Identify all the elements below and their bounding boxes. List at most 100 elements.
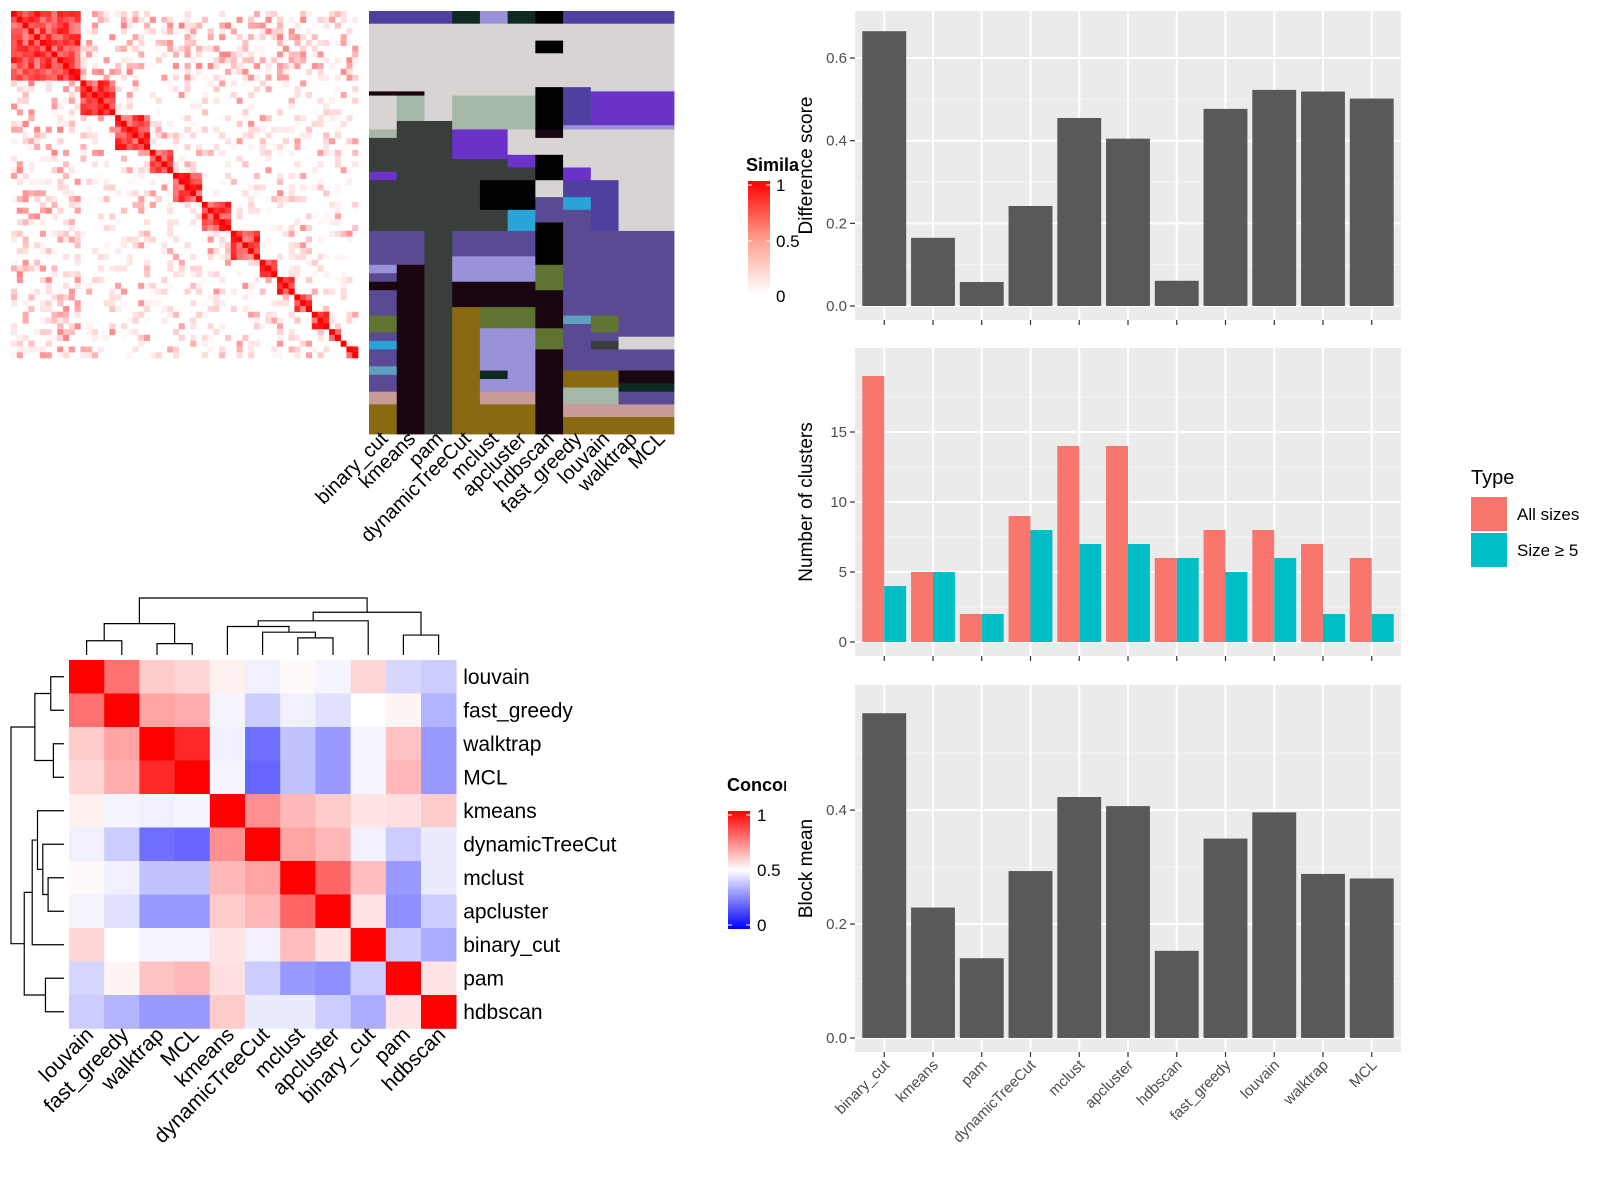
similarity-cell (167, 167, 174, 174)
similarity-cell (201, 201, 208, 208)
concordance-cell (209, 794, 246, 828)
similarity-cell (207, 219, 214, 226)
similarity-cell (28, 57, 35, 64)
similarity-cell (311, 167, 318, 174)
similarity-cell (138, 138, 145, 145)
similarity-cell (207, 323, 214, 330)
membership-cell (369, 290, 398, 316)
similarity-cell (207, 305, 214, 313)
similarity-cell (311, 22, 318, 29)
similarity-cell (323, 213, 330, 220)
similarity-cell (120, 74, 127, 81)
similarity-cell (34, 329, 41, 336)
similarity-cell (144, 271, 151, 278)
similarity-cell (45, 196, 52, 203)
similarity-cell (190, 74, 197, 81)
similarity-cell (132, 80, 139, 87)
membership-cell (590, 129, 619, 168)
similarity-cell (253, 323, 260, 330)
similarity-cell (149, 161, 156, 168)
similarity-cell (16, 68, 23, 75)
membership-cell (507, 180, 536, 211)
similarity-cell (184, 80, 191, 87)
similarity-cell (190, 172, 197, 180)
similarity-cell (352, 51, 359, 58)
similarity-cell (161, 161, 168, 168)
bar (1154, 950, 1199, 1038)
similarity-cell (219, 213, 226, 220)
similarity-cell (22, 236, 29, 243)
similarity-cell (294, 91, 301, 99)
similarity-cell (317, 317, 324, 324)
similarity-cell (103, 86, 110, 93)
concordance-cell (385, 961, 422, 996)
similarity-cell (80, 74, 87, 81)
similarity-cell (120, 207, 127, 214)
similarity-cell (294, 305, 301, 313)
membership-cell (479, 209, 509, 232)
similarity-cell (39, 190, 46, 197)
similarity-cell (352, 74, 359, 81)
similarity-cell (86, 126, 93, 133)
similarity-cell (224, 224, 232, 232)
similarity-cell (329, 34, 336, 41)
similarity-cell (57, 230, 64, 237)
similarity-cell (178, 178, 185, 185)
similarity-cell (115, 219, 122, 226)
similarity-cell (172, 184, 180, 191)
similarity-cell (294, 144, 301, 151)
similarity-cell (132, 115, 139, 122)
similarity-cell (39, 39, 46, 46)
membership-cell (369, 230, 398, 266)
similarity-cell (230, 51, 237, 58)
similarity-cell (115, 144, 122, 151)
similarity-cell (259, 51, 266, 58)
bar (911, 572, 933, 642)
similarity-cell (144, 253, 151, 260)
y-axis-title: Number of clusters (796, 422, 817, 581)
similarity-cell (68, 68, 75, 75)
similarity-cell (230, 248, 237, 255)
similarity-cell (300, 248, 307, 255)
concordance-cell (69, 995, 105, 1029)
similarity-cell (282, 39, 289, 46)
similarity-cell (282, 74, 289, 81)
membership-cell (396, 23, 425, 88)
similarity-cell (11, 16, 18, 23)
similarity-cell (91, 352, 99, 359)
similarity-cell (34, 57, 41, 64)
similarity-cell (311, 120, 318, 127)
similarity-cell (115, 11, 122, 18)
similarity-cell (253, 340, 260, 347)
similarity-cell (190, 28, 197, 35)
membership-cell (618, 349, 647, 371)
similarity-cell (178, 22, 185, 29)
similarity-cell (39, 213, 46, 220)
similarity-cell (201, 172, 208, 180)
similarity-cell (161, 248, 168, 255)
similarity-cell (57, 126, 64, 133)
similarity-cell (271, 57, 278, 64)
similarity-cell (91, 109, 99, 116)
similarity-cell (126, 57, 133, 64)
bar (1079, 544, 1102, 642)
membership-cell (479, 370, 509, 380)
similarity-cell (271, 224, 278, 232)
similarity-cell (288, 97, 295, 104)
similarity-cell (138, 300, 145, 307)
similarity-cell (57, 178, 64, 185)
similarity-cell (51, 74, 58, 81)
similarity-cell (265, 86, 272, 93)
similarity-tick-1: 1 (776, 176, 785, 195)
similarity-cell (184, 11, 191, 18)
similarity-cell (346, 74, 353, 81)
similarity-cell (196, 311, 203, 318)
similarity-cell (300, 224, 307, 232)
similarity-cell (91, 28, 99, 35)
similarity-cell (120, 103, 127, 110)
dendrogram-branch-top (226, 625, 290, 655)
similarity-cell (300, 196, 307, 203)
similarity-cell (224, 115, 232, 122)
concordance-cell (350, 928, 387, 962)
similarity-cell (144, 282, 151, 289)
